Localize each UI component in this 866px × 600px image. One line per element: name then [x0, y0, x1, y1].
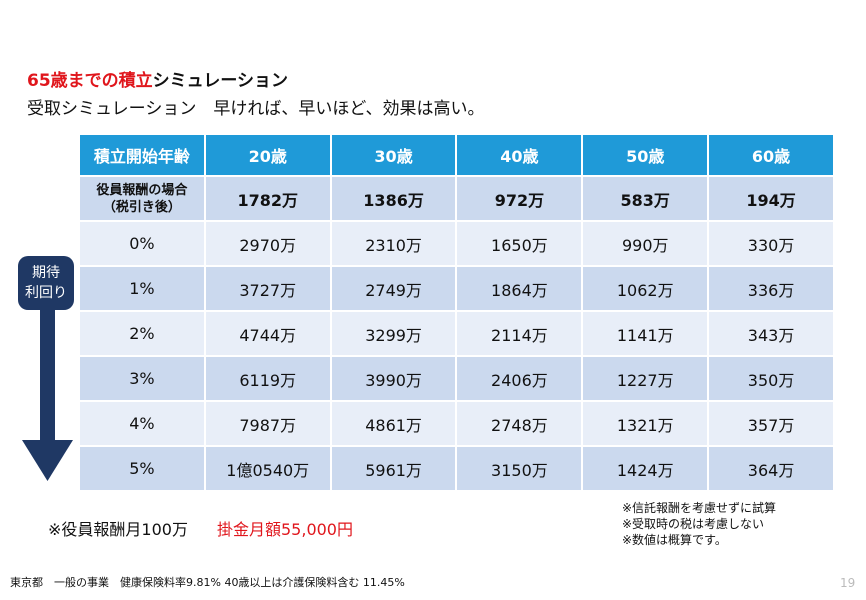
- table-cell: 4744万: [206, 312, 332, 355]
- table-cell: 350万: [747, 370, 795, 390]
- title-rest: シミュレーション: [152, 71, 288, 91]
- table: 積立開始年齢 20歳 30歳 40歳 50歳 60歳 役員報酬の場合 （税引き後） 1782万 1…: [80, 135, 833, 492]
- table-row: 2% 4744万 3299万 2114万 1141万 343万: [80, 312, 833, 357]
- header-cell: 20歳: [206, 135, 332, 175]
- table-cell: 2749万: [332, 267, 458, 310]
- table-cell: 2406万: [457, 357, 584, 400]
- table-cell: 3990万: [332, 357, 458, 400]
- table-cell: 336万: [747, 280, 795, 300]
- table-cell: 1062万: [583, 267, 710, 310]
- table-cell: 3727万: [206, 267, 332, 310]
- table-row: 4% 7987万 4861万 2748万 1321万 357万: [80, 402, 833, 447]
- remark: ※信託報酬を考慮せずに試算: [622, 501, 777, 515]
- table-row: 0% 2970万 2310万 1650万 990万 330万: [80, 222, 833, 267]
- header-cell: 30歳: [332, 135, 458, 175]
- table-cell: 3299万: [332, 312, 458, 355]
- table-cell: 4%: [80, 402, 206, 445]
- remark: ※受取時の税は考慮しない: [622, 517, 765, 531]
- title: 65歳までの積立シミュレーション: [27, 66, 288, 91]
- side-label: 期待 利回り: [18, 256, 74, 310]
- salary-note: ※役員報酬月100万: [48, 520, 188, 539]
- side-label-line: 利回り: [25, 285, 67, 301]
- table-row: 5% 1億0540万 5961万 3150万 1424万 364万: [80, 447, 833, 492]
- table-cell: 1%: [80, 267, 206, 310]
- title-highlight: 65歳までの積立: [27, 71, 153, 91]
- table-cell: 990万: [583, 222, 710, 265]
- header-cell: 50歳: [583, 135, 710, 175]
- table-cell: 2114万: [457, 312, 584, 355]
- cell-line: 役員報酬の場合: [96, 182, 188, 198]
- table-cell: 357万: [747, 415, 795, 435]
- table-cell: 1650万: [457, 222, 584, 265]
- table-cell: 2748万: [457, 402, 584, 445]
- table-cell: 役員報酬の場合 （税引き後）: [80, 177, 206, 220]
- table-cell: 1321万: [583, 402, 710, 445]
- table-cell: 2970万: [206, 222, 332, 265]
- table-cell: 5%: [80, 447, 206, 490]
- table-cell: 1億0540万: [206, 447, 332, 490]
- footer: 東京都 一般の事業 健康保険料率9.81% 40歳以上は介護保険料含む 11.4…: [10, 576, 405, 589]
- table-cell: 3%: [80, 357, 206, 400]
- table-cell: 1227万: [583, 357, 710, 400]
- table-cell: 194万: [746, 190, 796, 210]
- header-cell: 60歳: [751, 147, 791, 166]
- cell-line: （税引き後）: [102, 199, 181, 215]
- header-row: 積立開始年齢 20歳 30歳 40歳 50歳 60歳: [80, 135, 833, 177]
- page-number: 19: [840, 576, 856, 590]
- table-cell: 343万: [747, 325, 795, 345]
- header-cell: 積立開始年齢: [80, 135, 206, 175]
- table-cell: 0%: [80, 222, 206, 265]
- table-row: 1% 3727万 2749万 1864万 1062万 336万: [80, 267, 833, 312]
- arrow-shaft: [40, 310, 55, 442]
- subtitle: 受取シミュレーション 早ければ、早いほど、効果は高い。: [27, 99, 485, 119]
- table-cell: 5961万: [332, 447, 458, 490]
- table-cell: 972万: [457, 177, 584, 220]
- table-row: 3% 6119万 3990万 2406万 1227万 350万: [80, 357, 833, 402]
- table-cell: 4861万: [332, 402, 458, 445]
- table-cell: 6119万: [206, 357, 332, 400]
- contribution-note: 掛金月額55,000円: [217, 520, 353, 539]
- table-row: 役員報酬の場合 （税引き後） 1782万 1386万 972万 583万 194万: [80, 177, 833, 222]
- table-cell: 1386万: [332, 177, 458, 220]
- table-cell: 330万: [747, 235, 795, 255]
- side-label-line: 期待: [32, 265, 60, 281]
- table-cell: 1864万: [457, 267, 584, 310]
- arrow-head: [22, 440, 73, 481]
- table-cell: 7987万: [206, 402, 332, 445]
- remark: ※数値は概算です。: [622, 533, 727, 547]
- table-cell: 2310万: [332, 222, 458, 265]
- table-cell: 1424万: [583, 447, 710, 490]
- table-cell: 2%: [80, 312, 206, 355]
- table-cell: 583万: [583, 177, 710, 220]
- table-cell: 1782万: [206, 177, 332, 220]
- table-cell: 364万: [747, 460, 795, 480]
- header-cell: 40歳: [457, 135, 584, 175]
- table-cell: 1141万: [583, 312, 710, 355]
- table-cell: 3150万: [457, 447, 584, 490]
